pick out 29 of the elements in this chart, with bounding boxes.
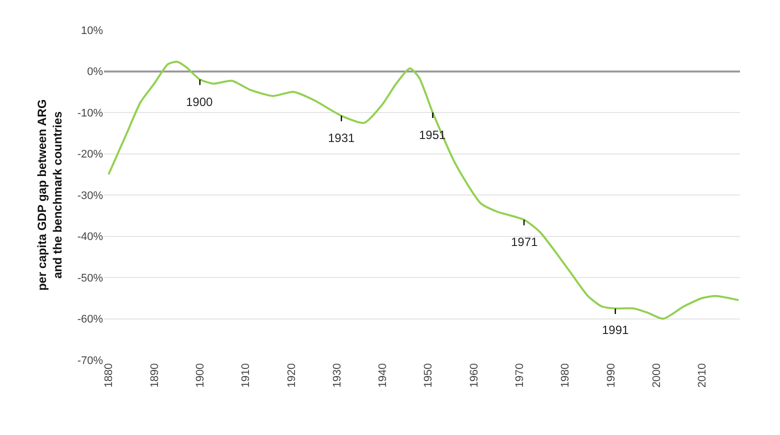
x-tick-label: 1940 — [377, 363, 390, 388]
x-tick-label: 1900 — [194, 363, 206, 388]
x-tick-label: 1930 — [331, 363, 344, 388]
y-axis-title: per capita GDP gap between ARG and the benchmark countries — [35, 99, 65, 291]
annotation: 1900 — [186, 95, 214, 109]
x-tick-label: 1880 — [103, 363, 116, 388]
line-series — [108, 60, 740, 320]
x-tick-label: 2000 — [651, 363, 664, 388]
x-tick-label: 1950 — [422, 363, 435, 388]
y-tick-label: 0% — [87, 66, 104, 78]
x-tick-label: 2010 — [696, 363, 709, 388]
x-tick-label: 1920 — [286, 363, 298, 388]
y-tick-label: 10% — [80, 24, 104, 37]
y-tick-label: -10% — [77, 107, 104, 120]
x-tick-label: 1990 — [605, 363, 618, 388]
y-tick-label: -60% — [77, 314, 104, 326]
annotation: 1931 — [328, 131, 356, 145]
annotation: 1991 — [602, 323, 630, 337]
y-tick-label: -40% — [77, 231, 104, 244]
y-tick-label: -70% — [77, 354, 104, 367]
x-tick-label: 1890 — [148, 363, 161, 388]
x-tick-label: 1970 — [514, 363, 526, 388]
y-tick-label: -50% — [77, 272, 104, 284]
x-tick-label: 1960 — [468, 363, 480, 388]
annotation: 1971 — [511, 235, 538, 249]
y-tick-label: -20% — [77, 148, 104, 161]
x-tick-label: 1980 — [560, 363, 572, 388]
x-tick-label: 1910 — [240, 363, 252, 388]
y-tick-label: -30% — [77, 190, 104, 202]
